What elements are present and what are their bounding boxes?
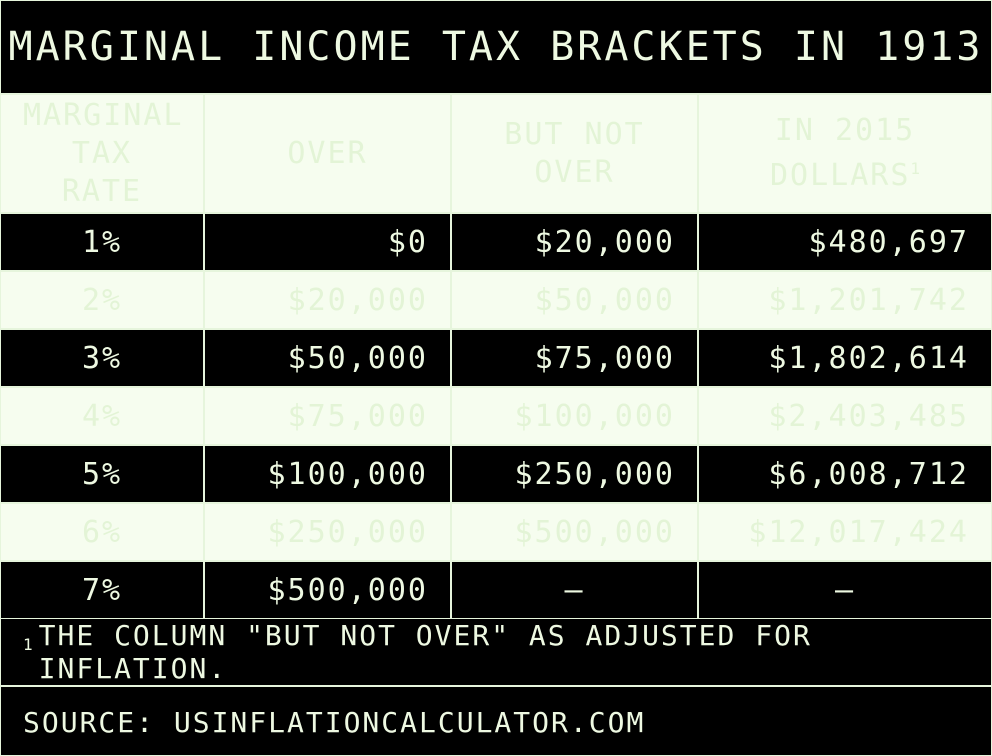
cell-rate: 4% [1,386,205,446]
column-header-rate: MARGINAL TAX RATE [1,95,205,214]
cell-rate: 1% [1,212,205,272]
cell-but-not-over: $75,000 [450,328,699,388]
header-line: BUT NOT [504,116,645,152]
cell-over: $500,000 [203,560,452,620]
header-line: IN 2015 [774,113,916,148]
table-row: 6% $250,000 $500,000 $12,017,424 [1,502,991,562]
cell-but-not-over: $100,000 [450,386,699,446]
header-row: MARGINAL TAX RATE OVER BUT NOT OVER IN 2… [1,95,991,214]
cell-rate: 5% [1,444,205,504]
cell-2015-dollars: $1,802,614 [697,328,991,388]
cell-but-not-over: $20,000 [450,212,699,272]
cell-but-not-over: $50,000 [450,270,699,330]
header-line: MARGINAL [23,97,184,133]
column-header-over: OVER [203,95,452,214]
cell-rate: 7% [1,560,205,620]
cell-2015-dollars: $480,697 [697,212,991,272]
header-line: TAX RATE [61,135,143,209]
cell-but-not-over: – [450,560,699,620]
table-row: 2% $20,000 $50,000 $1,201,742 [1,270,991,330]
cell-over: $100,000 [203,444,452,504]
cell-2015-dollars: $2,403,485 [697,386,991,446]
tax-bracket-table: MARGINAL TAX RATE OVER BUT NOT OVER IN 2… [1,95,991,620]
table-row: 7% $500,000 – – [1,560,991,620]
page-title: MARGINAL INCOME TAX BRACKETS IN 1913 [1,1,991,95]
cell-but-not-over: $500,000 [450,502,699,562]
cell-2015-dollars: $12,017,424 [697,502,991,562]
cell-2015-dollars: – [697,560,991,620]
table-row: 1% $0 $20,000 $480,697 [1,212,991,272]
cell-but-not-over: $250,000 [450,444,699,504]
cell-rate: 6% [1,502,205,562]
cell-over: $75,000 [203,386,452,446]
cell-over: $50,000 [203,328,452,388]
footnote-marker: 1 [23,634,35,654]
column-header-but-not-over: BUT NOT OVER [450,95,699,214]
source-credit: SOURCE: USINFLATIONCALCULATOR.COM [1,689,991,755]
cell-over: $0 [203,212,452,272]
footnote-text: THE COLUMN "BUT NOT OVER" AS ADJUSTED FO… [38,619,812,685]
cell-2015-dollars: $6,008,712 [697,444,991,504]
header-line: DOLLARS [769,158,911,193]
cell-rate: 3% [1,328,205,388]
cell-rate: 2% [1,270,205,330]
footnote-marker: 1 [910,159,921,178]
table-row: 3% $50,000 $75,000 $1,802,614 [1,328,991,388]
column-header-2015-dollars: IN 2015 DOLLARS1 [697,95,991,214]
cell-2015-dollars: $1,201,742 [697,270,991,330]
header-line: OVER [287,135,368,171]
table-row: 4% $75,000 $100,000 $2,403,485 [1,386,991,446]
cell-over: $250,000 [203,502,452,562]
table-row: 5% $100,000 $250,000 $6,008,712 [1,444,991,504]
header-line: OVER [534,154,615,190]
footnote: 1 THE COLUMN "BUT NOT OVER" AS ADJUSTED … [1,619,991,687]
cell-over: $20,000 [203,270,452,330]
